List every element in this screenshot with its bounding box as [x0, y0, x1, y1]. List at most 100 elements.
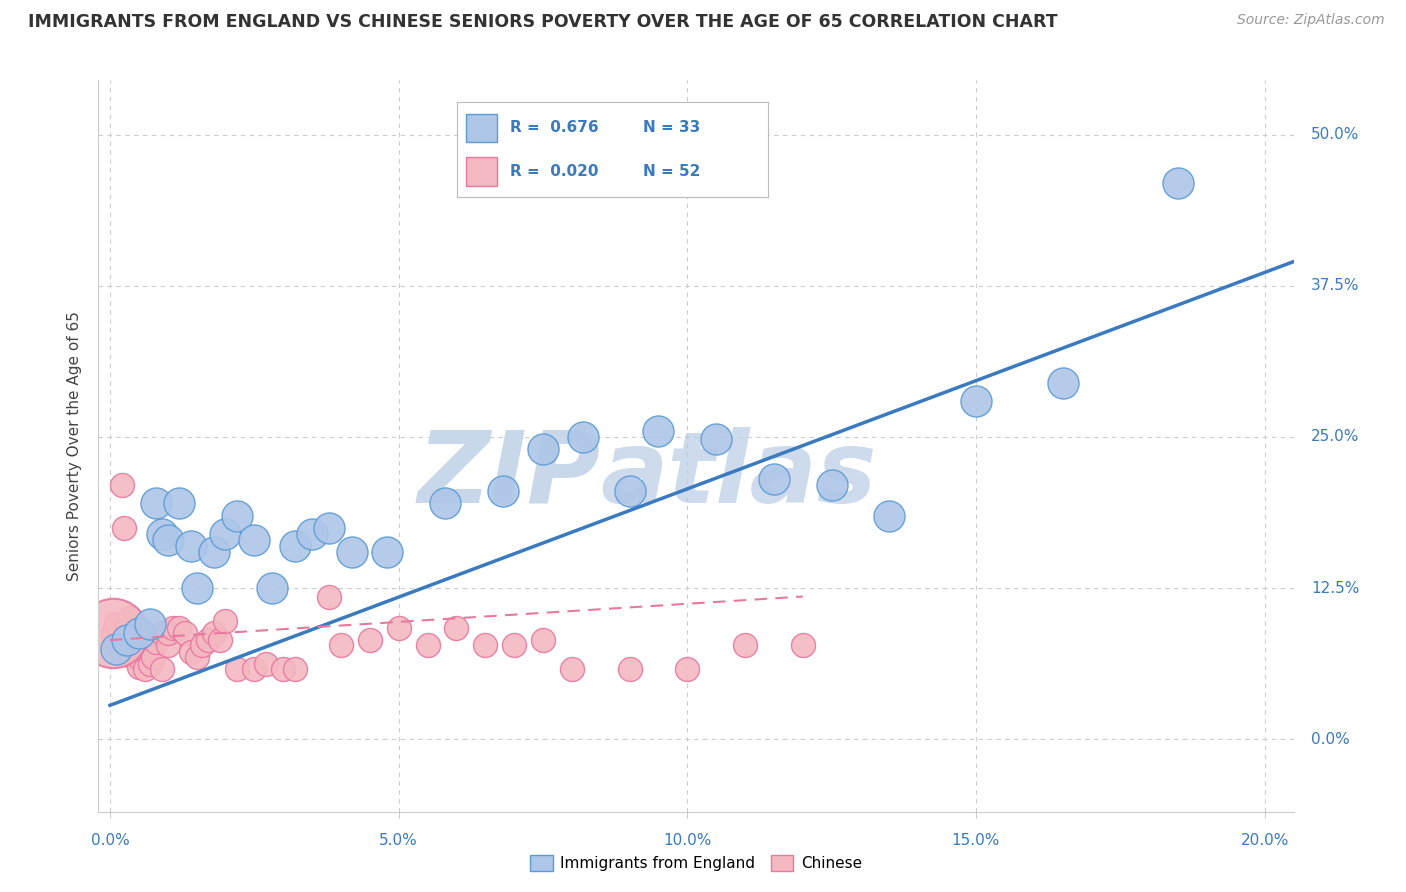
Point	[531, 633, 554, 648]
Point	[174, 625, 197, 640]
Point	[139, 641, 162, 656]
Text: 25.0%: 25.0%	[1310, 429, 1360, 444]
Point	[112, 520, 135, 534]
Point	[122, 638, 145, 652]
Point	[186, 650, 208, 665]
Point	[503, 638, 526, 652]
Point	[208, 633, 231, 648]
Point	[704, 433, 727, 447]
Point	[734, 638, 756, 652]
Point	[101, 625, 124, 640]
Point	[214, 526, 236, 541]
Point	[156, 638, 179, 652]
Point	[128, 650, 150, 665]
Point	[139, 657, 162, 672]
Point	[820, 478, 842, 492]
Point	[226, 662, 249, 676]
Point	[433, 496, 456, 510]
Point	[128, 625, 150, 640]
Text: 0.0%: 0.0%	[90, 833, 129, 848]
Text: 37.5%: 37.5%	[1310, 278, 1360, 293]
Text: atlas: atlas	[600, 426, 877, 524]
Point	[254, 657, 277, 672]
Point	[342, 545, 364, 559]
Point	[156, 625, 179, 640]
Point	[125, 625, 148, 640]
Point	[561, 662, 583, 676]
Point	[243, 533, 266, 547]
Text: IMMIGRANTS FROM ENGLAND VS CHINESE SENIORS POVERTY OVER THE AGE OF 65 CORRELATIO: IMMIGRANTS FROM ENGLAND VS CHINESE SENIO…	[28, 13, 1057, 31]
Point	[531, 442, 554, 456]
Point	[167, 621, 190, 635]
Point	[197, 633, 219, 648]
Point	[271, 662, 294, 676]
Point	[145, 635, 167, 649]
Point	[122, 650, 145, 665]
Point	[446, 621, 468, 635]
Point	[619, 484, 641, 499]
Point	[284, 662, 307, 676]
Point	[117, 617, 139, 632]
Point	[156, 533, 179, 547]
Point	[416, 638, 439, 652]
Point	[186, 581, 208, 595]
Y-axis label: Seniors Poverty Over the Age of 65: Seniors Poverty Over the Age of 65	[67, 311, 83, 581]
Point	[260, 581, 283, 595]
Point	[676, 662, 699, 676]
Point	[101, 625, 124, 640]
Point	[180, 645, 202, 659]
Text: ZIP: ZIP	[418, 426, 600, 524]
Text: 15.0%: 15.0%	[952, 833, 1000, 848]
Text: 50.0%: 50.0%	[1310, 128, 1360, 142]
Point	[202, 545, 225, 559]
Point	[226, 508, 249, 523]
Point	[117, 629, 139, 643]
Point	[202, 625, 225, 640]
Point	[243, 662, 266, 676]
Point	[619, 662, 641, 676]
Text: 5.0%: 5.0%	[380, 833, 418, 848]
Point	[191, 638, 214, 652]
Point	[284, 539, 307, 553]
Point	[110, 478, 132, 492]
Point	[104, 617, 127, 632]
Point	[128, 659, 150, 673]
Point	[879, 508, 901, 523]
Point	[318, 520, 340, 534]
Point	[318, 590, 340, 604]
Point	[139, 617, 162, 632]
Point	[572, 430, 595, 444]
Point	[150, 526, 173, 541]
Point	[329, 638, 352, 652]
Point	[120, 611, 142, 625]
Point	[647, 424, 669, 438]
Point	[117, 633, 139, 648]
Point	[359, 633, 381, 648]
Point	[150, 625, 173, 640]
Text: 12.5%: 12.5%	[1310, 581, 1360, 596]
Point	[375, 545, 398, 559]
Point	[104, 641, 127, 656]
Text: 20.0%: 20.0%	[1240, 833, 1289, 848]
Point	[1052, 376, 1074, 390]
Point	[474, 638, 496, 652]
Point	[162, 621, 184, 635]
Point	[388, 621, 411, 635]
Text: 0.0%: 0.0%	[1310, 731, 1350, 747]
Point	[491, 484, 513, 499]
Point	[792, 638, 814, 652]
Point	[965, 393, 987, 408]
Point	[180, 539, 202, 553]
Point	[142, 650, 165, 665]
Point	[134, 662, 156, 676]
Point	[150, 662, 173, 676]
Point	[214, 614, 236, 628]
Legend: Immigrants from England, Chinese: Immigrants from England, Chinese	[523, 849, 869, 877]
Point	[301, 526, 323, 541]
Text: 10.0%: 10.0%	[664, 833, 711, 848]
Point	[1167, 176, 1189, 190]
Point	[167, 496, 190, 510]
Point	[762, 472, 785, 486]
Point	[107, 641, 129, 656]
Point	[134, 638, 156, 652]
